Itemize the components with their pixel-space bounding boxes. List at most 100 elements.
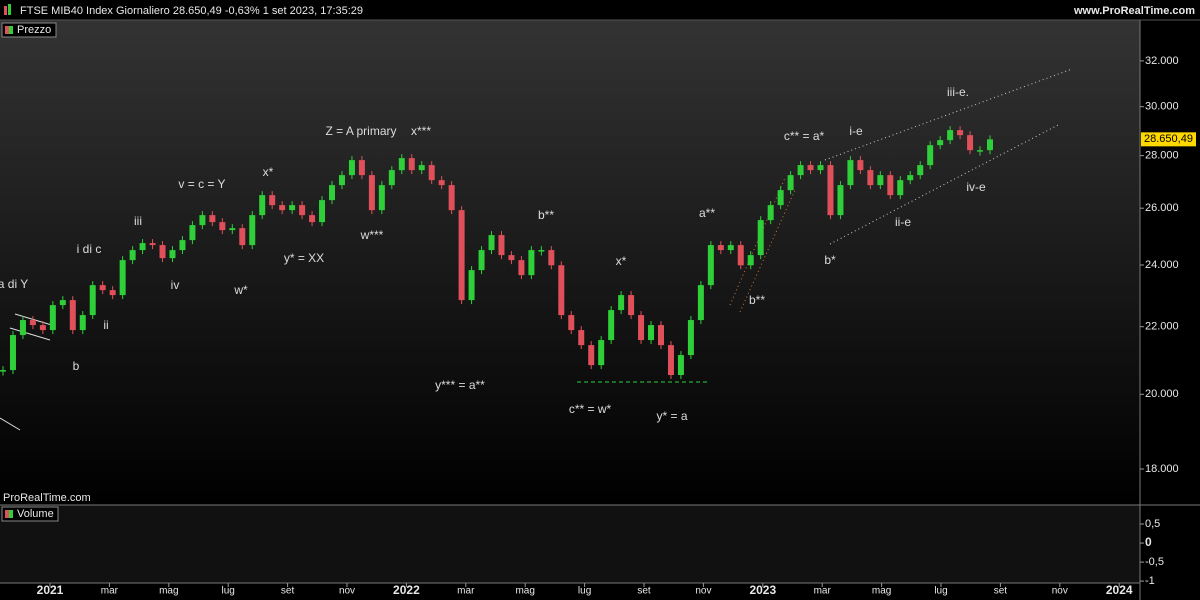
candle [677, 355, 684, 376]
candle [877, 175, 884, 186]
y-tick-label: 20.000 [1145, 388, 1179, 400]
candle [588, 345, 595, 366]
legend-label: Prezzo [17, 24, 51, 36]
candle [239, 228, 246, 246]
candle [548, 250, 555, 266]
candle [169, 250, 176, 259]
candle [707, 245, 714, 286]
y-tick-label: 26.000 [1145, 202, 1179, 214]
candle [9, 335, 16, 371]
candle [89, 285, 96, 316]
candle [189, 225, 196, 241]
wave-label: x* [616, 254, 627, 268]
candle [967, 135, 974, 151]
wave-label: i-e [849, 124, 863, 138]
candle [438, 180, 445, 186]
x-tick-label: 2022 [393, 583, 420, 597]
candle [508, 255, 515, 261]
candle [129, 250, 136, 261]
wave-label: b [73, 359, 80, 373]
x-tick-label: mar [814, 586, 832, 597]
candle [927, 145, 934, 166]
candle [79, 315, 86, 331]
candle [39, 325, 46, 331]
wave-label: x*** [411, 124, 431, 138]
wave-label: a di Y [0, 277, 28, 291]
legend-box[interactable] [1, 506, 59, 522]
candle [827, 165, 834, 216]
x-tick-label: lug [222, 586, 235, 597]
x-tick-label: 2023 [749, 583, 776, 597]
candle [249, 215, 256, 246]
candle [917, 165, 924, 176]
candle [448, 185, 455, 211]
x-tick-label: 2021 [37, 583, 64, 597]
x-tick-label: mar [101, 586, 119, 597]
candle [209, 215, 216, 223]
candle [558, 265, 565, 316]
wave-label: b** [749, 293, 765, 307]
candle [299, 205, 306, 216]
candle [49, 305, 56, 331]
x-tick-label: mag [159, 586, 178, 597]
price-panel [0, 20, 1140, 505]
x-tick-label: nov [339, 586, 355, 597]
candle [767, 205, 774, 221]
legend-icon [9, 510, 13, 518]
candle [687, 320, 694, 356]
candle [279, 205, 286, 211]
last-price-label: 28.650,49 [1144, 133, 1193, 145]
candle [717, 245, 724, 251]
wave-label: ii-e [895, 215, 911, 229]
candle [947, 130, 954, 141]
wave-label: iv-e [966, 180, 986, 194]
candle [498, 235, 505, 256]
candle [837, 185, 844, 216]
legend-box[interactable] [1, 22, 57, 38]
candle [697, 285, 704, 321]
icon [8, 4, 11, 15]
wave-label: b* [824, 253, 836, 267]
x-tick-label: set [994, 586, 1008, 597]
candle [99, 285, 106, 291]
candle [408, 158, 415, 171]
candle [807, 165, 814, 171]
legend-icon [9, 26, 13, 34]
candle [229, 228, 236, 231]
candle [378, 185, 385, 211]
wave-label: i di c [77, 242, 102, 256]
candle [319, 200, 326, 223]
x-tick-label: mag [872, 586, 891, 597]
y-tick-label: 0 [1145, 535, 1152, 549]
candle [737, 245, 744, 266]
trend-lines [824, 68, 1073, 245]
x-tick-label: nov [695, 586, 711, 597]
candle [159, 245, 166, 259]
candle [368, 175, 375, 211]
header-title: FTSE MIB40 Index Giornaliero 28.650,49 -… [20, 5, 363, 17]
candle [897, 180, 904, 196]
candle [468, 270, 475, 301]
wave-label: y* = XX [284, 251, 324, 265]
candle [109, 290, 116, 296]
x-tick-label: mag [515, 586, 534, 597]
y-tick-label: 32.000 [1145, 55, 1179, 67]
candle [598, 340, 605, 366]
candle [608, 310, 615, 341]
last-price-box [1141, 132, 1196, 147]
y-tick-label: -0,5 [1145, 556, 1164, 568]
wave-label: y* = a [656, 409, 687, 423]
x-tick-label: 2024 [1106, 583, 1133, 597]
candle [538, 250, 545, 252]
wave-label: c** = w* [569, 402, 612, 416]
wave-label: w* [233, 283, 248, 297]
candle [488, 235, 495, 251]
candle [777, 190, 784, 206]
x-tick-label: lug [578, 586, 591, 597]
candle [309, 215, 316, 223]
candle [139, 243, 146, 251]
candle [458, 210, 465, 301]
wave-label: y*** = a** [435, 378, 485, 392]
candle [329, 185, 335, 201]
